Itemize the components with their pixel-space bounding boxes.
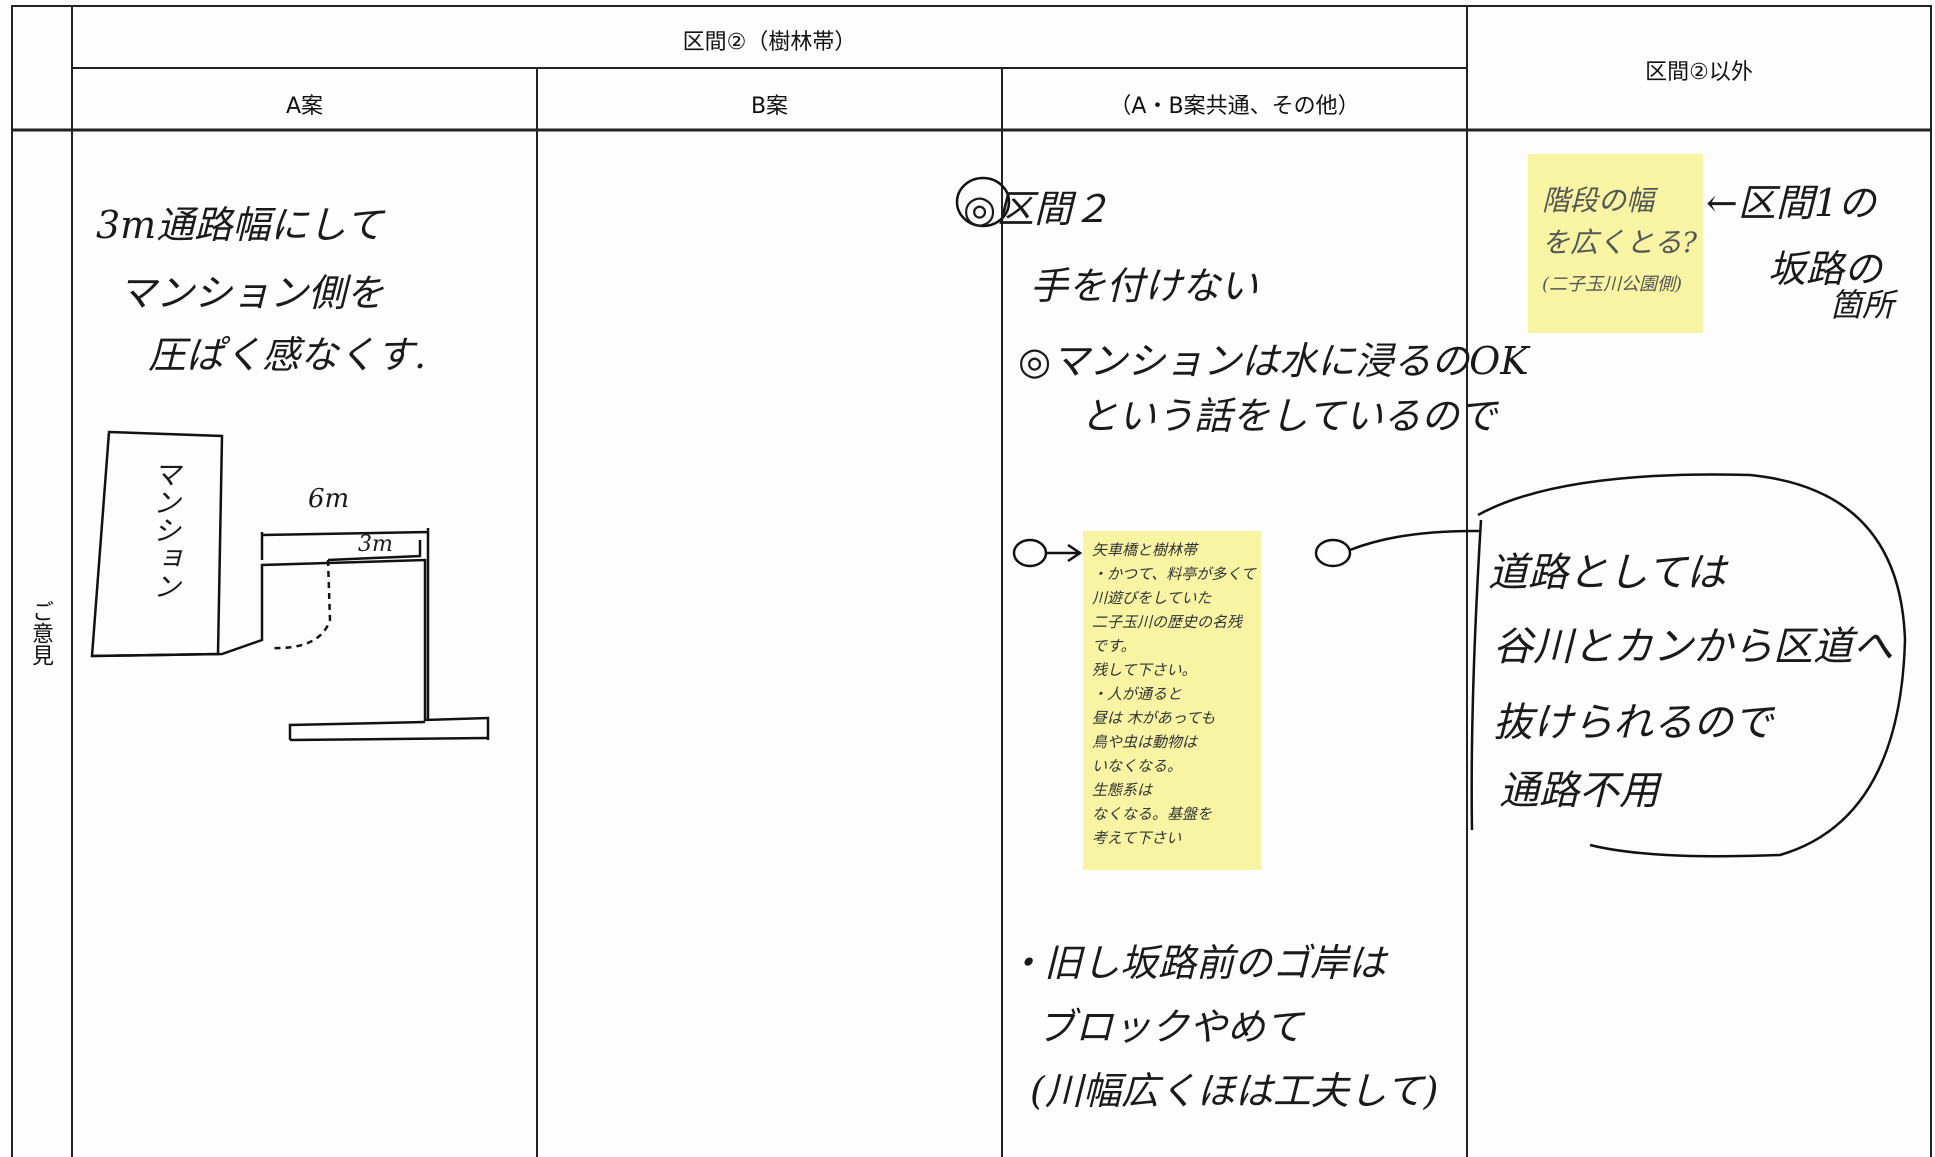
enclosure (1470, 473, 1907, 858)
sketch-line (261, 528, 430, 720)
sticky-text: 川遊びをしていた (1092, 589, 1212, 607)
sticky-text: 残して下さい。 (1092, 661, 1197, 679)
sticky-note (1528, 154, 1703, 333)
handwritten-note: マンション側を (118, 271, 385, 315)
handwritten-note: ◎区間２ (963, 187, 1111, 231)
handwritten-note: 3m通路幅にして (96, 203, 384, 247)
handwritten-note: ←区間1の (1706, 181, 1877, 225)
sticky-text: 二子玉川の歴史の名残 (1092, 613, 1243, 631)
sticky-text: (二子玉川公園側) (1542, 274, 1683, 295)
sticky-text: を広くとる? (1542, 226, 1698, 259)
handwritten-note: 抜けられるので (1493, 700, 1773, 746)
sticky-text: 階段の幅 (1542, 184, 1655, 217)
handwritten-note: (川幅広くほは工夫して) (1030, 1069, 1439, 1113)
sticky-text: 昼は 木があっても (1092, 709, 1216, 727)
sketch-line (288, 720, 489, 742)
sketch-water (269, 559, 332, 650)
header-cell: B案 (750, 94, 789, 119)
circle-mark (1012, 538, 1048, 568)
header-cell: 区間②以外 (1645, 60, 1753, 85)
header-cell: 区間②（樹林帯） (682, 30, 857, 55)
sticky-text: ・かつて、料亭が多くて (1092, 565, 1256, 583)
handwritten-note: 手を付けない (1030, 264, 1259, 308)
sketch-line (260, 532, 422, 562)
sticky-text: ・人が通ると (1092, 685, 1183, 703)
handwritten-note: 圧ぱく感なくす. (148, 333, 427, 377)
sketch-label: 6m (308, 484, 350, 514)
header-cell: （A・B案共通、その他） (1109, 94, 1360, 119)
sketch-label: 3m (358, 532, 393, 557)
sticky-text: いなくなる。 (1092, 757, 1183, 775)
sticky-text: です。 (1092, 637, 1136, 655)
sticky-text: 矢車橋と樹林帯 (1092, 541, 1198, 559)
handwritten-note: ・旧し坂路前のゴ岸は (1006, 941, 1387, 985)
connector (1349, 529, 1482, 552)
circle-mark (1314, 538, 1352, 568)
sticky-text: 考えて下さい (1092, 829, 1182, 847)
row-label: ご意見 (28, 600, 53, 666)
sketch-label: マンション (149, 460, 182, 600)
handwritten-note: 道路としては (1488, 550, 1726, 596)
table-border (11, 5, 1932, 1157)
handwritten-note: 谷川とカンから区道へ (1493, 624, 1893, 670)
sticky-text: 生態系は (1092, 781, 1153, 799)
handwritten-note: 坂路の (1768, 247, 1883, 291)
arrow (1046, 543, 1083, 563)
sticky-text: 鳥や虫は動物は (1092, 733, 1198, 751)
sticky-note (1083, 531, 1261, 870)
header-cell: A案 (285, 94, 324, 119)
circle-mark (955, 176, 1011, 228)
handwritten-note: ブロックやめて (1037, 1005, 1304, 1049)
handwritten-note: ◎マンションは水に浸るのOK (1018, 339, 1529, 383)
handwritten-note: という話をしているので (1080, 394, 1497, 438)
handwritten-note: 通路不用 (1499, 768, 1659, 814)
sketch-section (91, 558, 490, 740)
handwritten-note: 箇所 (1830, 286, 1895, 324)
sticky-text: なくなる。基盤を (1092, 805, 1213, 823)
